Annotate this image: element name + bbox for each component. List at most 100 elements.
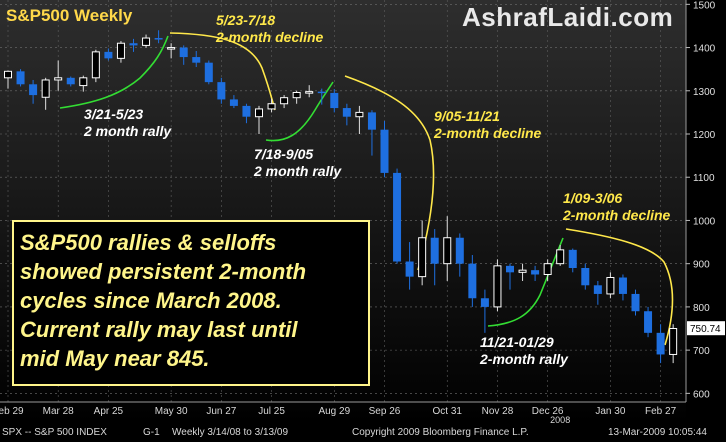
x-tick-label: Feb 27 bbox=[645, 406, 677, 417]
candle bbox=[669, 324, 678, 364]
candle-body-up bbox=[305, 91, 314, 94]
candle bbox=[142, 34, 151, 48]
candle bbox=[129, 38, 138, 52]
candle-body-up bbox=[91, 51, 100, 79]
candle bbox=[518, 263, 527, 281]
annotation-rally-3: 11/21-01/29 2-month rally bbox=[480, 334, 568, 368]
candle-body-up bbox=[606, 277, 615, 295]
annotation-decline-3-dates: 1/09-3/06 bbox=[563, 190, 623, 206]
candle-body-down bbox=[179, 47, 188, 58]
candle-body-down bbox=[468, 263, 477, 299]
candle bbox=[656, 324, 665, 364]
candle bbox=[593, 280, 602, 305]
candle bbox=[280, 95, 289, 109]
x-tick-label: Jul 25 bbox=[258, 406, 285, 417]
candle-body-down bbox=[66, 77, 75, 85]
candle-body-down bbox=[593, 285, 602, 294]
candle-body-up bbox=[4, 70, 12, 79]
candle bbox=[581, 263, 590, 290]
candle bbox=[29, 79, 38, 104]
decline-curve-3 bbox=[565, 228, 674, 346]
candle bbox=[267, 98, 276, 113]
annotation-rally-3-label: 2-month rally bbox=[480, 351, 568, 367]
annotation-decline-3: 1/09-3/06 2-month decline bbox=[563, 190, 670, 224]
candle-body-down bbox=[656, 332, 665, 355]
candle-body-up bbox=[54, 77, 63, 81]
candle-body-down bbox=[581, 268, 590, 286]
rally-curve-1 bbox=[59, 35, 169, 109]
candle-body-up bbox=[292, 92, 301, 99]
candle bbox=[292, 90, 301, 104]
y-tick-label: 800 bbox=[693, 303, 710, 314]
footer-range: Weekly 3/14/08 to 3/13/09 bbox=[172, 427, 289, 438]
candle-body-up bbox=[41, 79, 50, 98]
candle bbox=[380, 121, 389, 178]
x-tick-label: Nov 28 bbox=[482, 406, 514, 417]
candle bbox=[556, 245, 565, 266]
annotation-decline-1-dates: 5/23-7/18 bbox=[216, 12, 276, 28]
y-tick-label: 1400 bbox=[693, 44, 716, 55]
y-tick-label: 700 bbox=[693, 346, 710, 357]
x-tick-label: Mar 28 bbox=[43, 406, 75, 417]
candle bbox=[367, 110, 376, 156]
y-tick-label: 900 bbox=[693, 260, 710, 271]
annotation-rally-2: 7/18-9/05 2 month rally bbox=[254, 146, 341, 180]
candle-body-down bbox=[618, 277, 627, 294]
candle-body-up bbox=[142, 37, 151, 46]
x-tick-label: Apr 25 bbox=[94, 406, 124, 417]
rally-curve-2 bbox=[265, 81, 334, 142]
candle-body-up bbox=[669, 328, 678, 355]
candle bbox=[229, 95, 238, 109]
annotation-rally-1: 3/21-5/23 2 month rally bbox=[84, 106, 171, 140]
y-tick-label: 600 bbox=[693, 389, 710, 400]
x-tick-label: May 30 bbox=[155, 406, 188, 417]
annotation-decline-2-label: 2-month decline bbox=[434, 125, 542, 141]
last-price-label: 750.74 bbox=[690, 324, 721, 335]
candle-body-up bbox=[167, 47, 176, 50]
y-tick-label: 1500 bbox=[693, 0, 716, 11]
candle bbox=[179, 45, 188, 65]
decline-curve-2 bbox=[344, 75, 435, 271]
candle-body-down bbox=[455, 237, 464, 264]
candle-body-down bbox=[204, 62, 213, 83]
candle bbox=[167, 43, 176, 59]
candle-body-down bbox=[430, 237, 439, 264]
candle bbox=[443, 216, 452, 281]
candle bbox=[154, 30, 163, 44]
candle-body-up bbox=[355, 111, 364, 118]
x-tick-label: Jun 27 bbox=[206, 406, 236, 417]
footer-code: G-1 bbox=[143, 427, 160, 438]
candle bbox=[644, 306, 653, 338]
chart-title: S&P500 Weekly bbox=[6, 6, 133, 25]
candle bbox=[317, 88, 326, 105]
brand-watermark: AshrafLaidi.com bbox=[462, 2, 674, 32]
annotation-decline-3-label: 2-month decline bbox=[563, 207, 671, 223]
candle bbox=[418, 220, 427, 286]
candle-body-down bbox=[242, 105, 251, 117]
candle bbox=[116, 41, 125, 63]
candle bbox=[468, 255, 477, 307]
annotation-rally-1-dates: 3/21-5/23 bbox=[84, 106, 144, 122]
candle-body-down bbox=[480, 298, 489, 307]
candle-body-down bbox=[644, 311, 653, 333]
candle-body-down bbox=[217, 82, 226, 100]
rally-curve-3 bbox=[487, 237, 564, 327]
x-tick-label: Sep 26 bbox=[369, 406, 401, 417]
commentary-line: mid May near 845. bbox=[20, 346, 210, 371]
footer-bar: SPX -- S&P 500 INDEX G-1 Weekly 3/14/08 … bbox=[0, 424, 726, 442]
y-tick-label: 1100 bbox=[693, 173, 715, 184]
candle-body-down bbox=[29, 84, 38, 96]
candle-body-down bbox=[342, 108, 351, 117]
annotation-rally-2-dates: 7/18-9/05 bbox=[254, 146, 314, 162]
candle-body-up bbox=[493, 265, 502, 308]
candle-body-down bbox=[104, 51, 113, 59]
candle-body-down bbox=[631, 293, 640, 312]
candle bbox=[91, 49, 100, 83]
candle bbox=[242, 103, 251, 124]
candle-body-up bbox=[556, 249, 565, 265]
x-tick-label: Dec 26 bbox=[532, 406, 564, 417]
candle bbox=[355, 105, 364, 134]
annotation-rally-2-label: 2 month rally bbox=[254, 163, 342, 179]
candle-body-up bbox=[280, 97, 289, 105]
